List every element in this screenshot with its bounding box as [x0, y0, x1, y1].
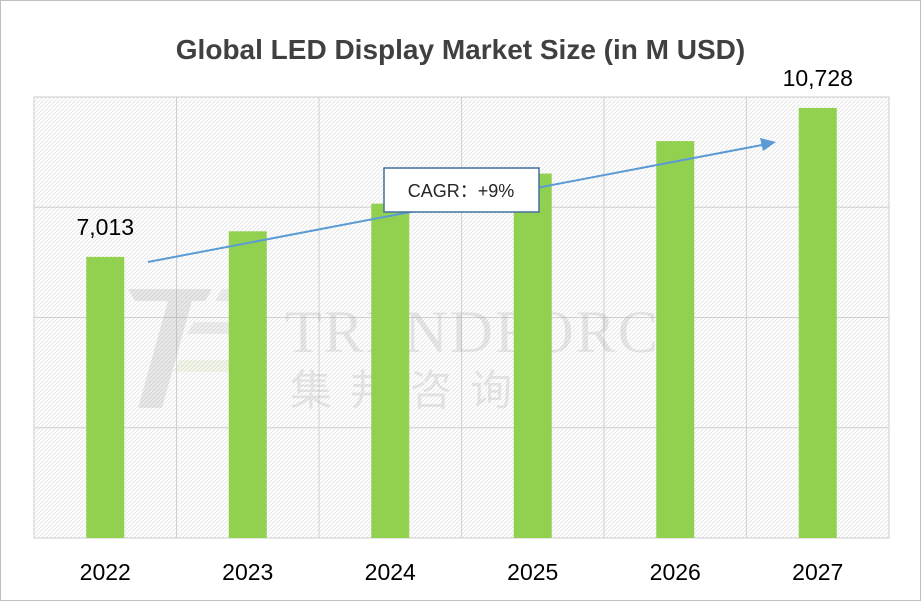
cagr-callout: CAGR：+9% [383, 167, 540, 213]
cagr-label: CAGR：+9% [408, 181, 515, 201]
bar-2025 [513, 173, 552, 538]
plot-border [33, 96, 890, 539]
data-labels: 7,013 10,728 [76, 65, 852, 240]
trendforce-watermark: TRENDFORCE 集邦咨询 [128, 289, 698, 415]
x-tick-label-2022: 2022 [80, 559, 131, 585]
bar-2027 [798, 107, 837, 538]
x-tick-label-2026: 2026 [650, 559, 701, 585]
watermark-subtext: 集邦咨询 [290, 366, 530, 415]
x-tick-label-2027: 2027 [792, 559, 843, 585]
data-label-2027: 10,728 [783, 65, 853, 91]
bar-2026 [656, 141, 695, 538]
x-tick-label-2024: 2024 [365, 559, 416, 585]
bar-series [86, 107, 837, 538]
bar-2024 [371, 203, 410, 538]
data-label-2022: 7,013 [76, 214, 134, 240]
x-tick-label-2023: 2023 [222, 559, 273, 585]
watermark-text: TRENDFORCE [285, 299, 698, 365]
x-axis-labels: 2022 2023 2024 2025 2026 2027 [80, 559, 844, 585]
x-tick-label-2025: 2025 [507, 559, 558, 585]
bar-2023 [228, 231, 267, 538]
bar-2022 [86, 256, 125, 538]
chart-title: Global LED Display Market Size (in M USD… [175, 34, 746, 65]
